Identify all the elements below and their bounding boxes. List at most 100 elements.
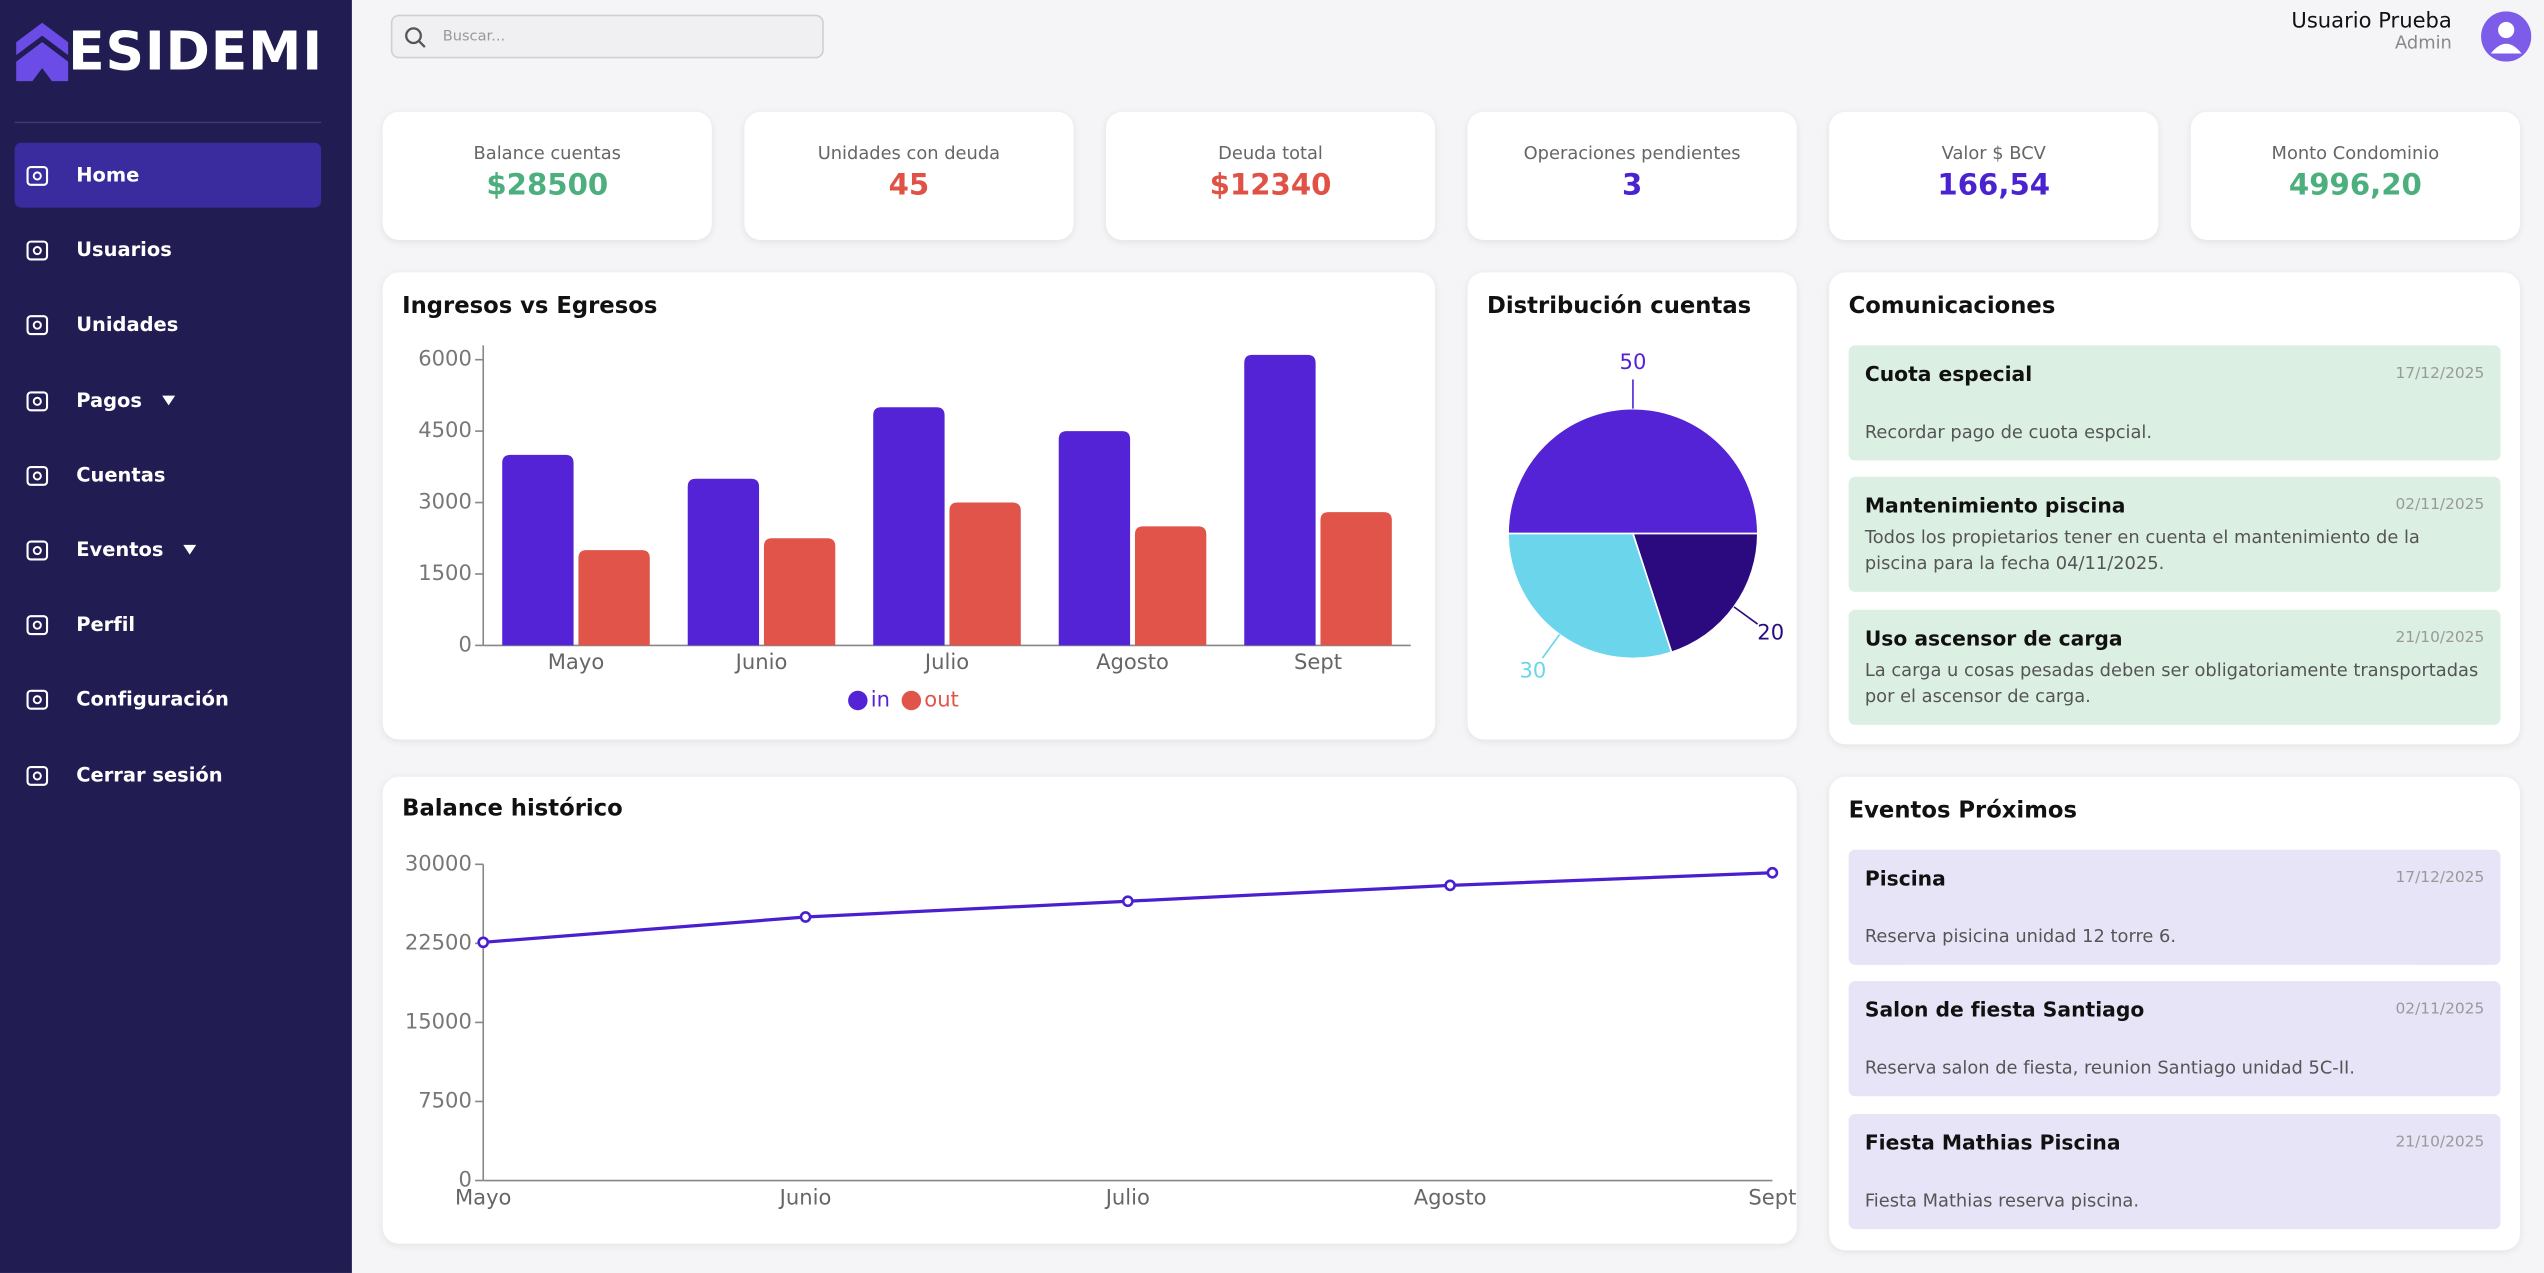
nav-label: Configuración xyxy=(76,688,229,711)
list-title: Comunicaciones xyxy=(1848,293,2056,320)
item-date: 21/10/2025 xyxy=(2395,629,2485,648)
nav-icon xyxy=(26,465,49,486)
avatar[interactable] xyxy=(2481,11,2532,62)
list-item[interactable]: Piscina 17/12/2025 Reserva pisicina unidad… xyxy=(1848,849,2501,965)
stat-card: Operaciones pendientes 3 xyxy=(1467,111,1797,240)
icon-shape xyxy=(26,615,49,636)
nav-label: Usuarios xyxy=(76,238,172,262)
item-text: Recordar pago de cuota espcial. xyxy=(1864,421,2153,443)
nav-item[interactable]: Pagos xyxy=(15,367,321,432)
item-title: Mantenimiento piscina xyxy=(1864,492,2126,518)
stat-card: Monto Condominio 4996,20 xyxy=(2190,111,2520,240)
arrow-shape xyxy=(161,395,175,405)
avatar-body xyxy=(2490,43,2522,54)
stat-value: $12340 xyxy=(1209,168,1332,203)
events-card: Eventos Próximos Piscina 17/12/2025 Reserva… xyxy=(1829,776,2520,1251)
icon-shape xyxy=(405,26,422,44)
icon-shape xyxy=(32,471,42,481)
nav-label: Pagos xyxy=(76,388,142,412)
item-text: La carga u cosas pesadas deben ser oblig… xyxy=(1864,659,2479,708)
brand: ESIDEMI xyxy=(68,19,323,83)
nav-icon xyxy=(26,240,49,261)
search-box[interactable]: Buscar... xyxy=(390,14,824,59)
icon-shape xyxy=(32,695,42,705)
icon-shape xyxy=(32,770,42,780)
pie-chart-card: Distribución cuentas xyxy=(1467,272,1797,740)
icon-shape xyxy=(32,321,42,331)
stat-label: Monto Condominio xyxy=(2271,142,2440,164)
communications-card: Comunicaciones Cuota especial 17/12/2025 Re… xyxy=(1829,272,2520,745)
item-text: Reserva pisicina unidad 12 torre 6. xyxy=(1864,925,2177,948)
nav-item[interactable]: Perfil xyxy=(15,592,321,657)
item-title: Cuota especial xyxy=(1864,361,2033,386)
nav-item[interactable]: Cuentas xyxy=(15,442,321,507)
stat-label: Valor $ BCV xyxy=(1941,142,2046,164)
nav-icon xyxy=(26,315,49,336)
nav-item[interactable]: Home xyxy=(14,142,322,208)
chart-title: Ingresos vs Egresos xyxy=(402,293,658,320)
icon-shape xyxy=(32,246,42,256)
stat-value: 45 xyxy=(888,168,930,203)
icon-shape xyxy=(26,390,49,411)
list-item[interactable]: Uso ascensor de carga 21/10/2025 La carga … xyxy=(1848,609,2501,725)
stat-card: Unidades con deuda 45 xyxy=(744,111,1074,240)
nav-label: Home xyxy=(76,163,140,187)
nav-label: Cerrar sesión xyxy=(76,763,223,786)
nav-label: Unidades xyxy=(76,313,179,337)
icon-shape xyxy=(32,171,42,181)
item-date: 17/12/2025 xyxy=(2395,869,2485,888)
icon-shape xyxy=(26,240,49,261)
nav-item[interactable]: Unidades xyxy=(15,293,321,358)
chart-title: Balance histórico xyxy=(402,796,623,823)
icon-shape xyxy=(32,396,42,406)
stat-card: Valor $ BCV 166,54 xyxy=(1829,111,2159,240)
nav-item[interactable]: Configuración xyxy=(15,667,321,732)
item-title: Fiesta Mathias Piscina xyxy=(1864,1130,2121,1155)
icon-shape xyxy=(32,545,42,556)
line-chart-card: Balance histórico xyxy=(382,776,1797,1244)
list-item[interactable]: Mantenimiento piscina 02/11/2025 Todos los… xyxy=(1848,476,2501,592)
icon-shape xyxy=(26,315,49,336)
list-title: Eventos Próximos xyxy=(1848,797,2077,824)
icon-shape xyxy=(26,765,49,786)
logo-icon xyxy=(16,22,69,82)
stat-card: Balance cuentas $28500 xyxy=(382,111,712,240)
search-placeholder: Buscar... xyxy=(442,28,506,45)
submenu-arrow xyxy=(182,544,196,555)
logo-shape xyxy=(16,22,69,56)
sidebar: ESIDEMI Home Usuarios Unidades Pagos Cuentas E… xyxy=(0,0,352,1273)
nav-item[interactable]: Cerrar sesión xyxy=(15,742,321,807)
nav-icon xyxy=(26,540,49,561)
stat-label: Balance cuentas xyxy=(473,142,621,164)
item-title: Uso ascensor de carga xyxy=(1864,625,2123,651)
logo-shape xyxy=(16,42,69,82)
user-role: Admin xyxy=(2395,32,2452,54)
icon-shape xyxy=(26,540,49,561)
stat-label: Operaciones pendientes xyxy=(1523,142,1741,164)
chart-title: Distribución cuentas xyxy=(1487,293,1752,320)
nav-icon xyxy=(26,690,49,711)
nav-item[interactable]: Eventos xyxy=(15,517,321,582)
icon-shape xyxy=(26,690,49,711)
item-text: Fiesta Mathias reserva piscina. xyxy=(1864,1190,2140,1212)
item-title: Salon de fiesta Santiago xyxy=(1864,997,2145,1022)
icon-shape xyxy=(26,165,49,186)
nav-label: Perfil xyxy=(76,613,136,636)
user-name: Usuario Prueba xyxy=(2291,9,2452,35)
icon-shape xyxy=(26,465,49,486)
icon-shape xyxy=(32,620,42,630)
list-item[interactable]: Salon de fiesta Santiago 02/11/2025 Reserv… xyxy=(1848,981,2501,1097)
nav-label: Eventos xyxy=(76,538,164,562)
nav-item[interactable]: Usuarios xyxy=(15,218,321,283)
list-item[interactable]: Cuota especial 17/12/2025 Recordar pago de… xyxy=(1848,345,2501,461)
list-item[interactable]: Fiesta Mathias Piscina 21/10/2025 Fiesta M… xyxy=(1848,1114,2501,1230)
stat-card: Deuda total $12340 xyxy=(1105,111,1436,240)
stat-value: 3 xyxy=(1621,168,1643,203)
stat-label: Deuda total xyxy=(1218,142,1323,164)
nav-icon xyxy=(26,615,49,636)
bar-chart-card: Ingresos vs Egresos xyxy=(382,272,1436,740)
item-text: Todos los propietarios tener en cuenta e… xyxy=(1864,527,2420,575)
avatar-head xyxy=(2498,21,2515,39)
